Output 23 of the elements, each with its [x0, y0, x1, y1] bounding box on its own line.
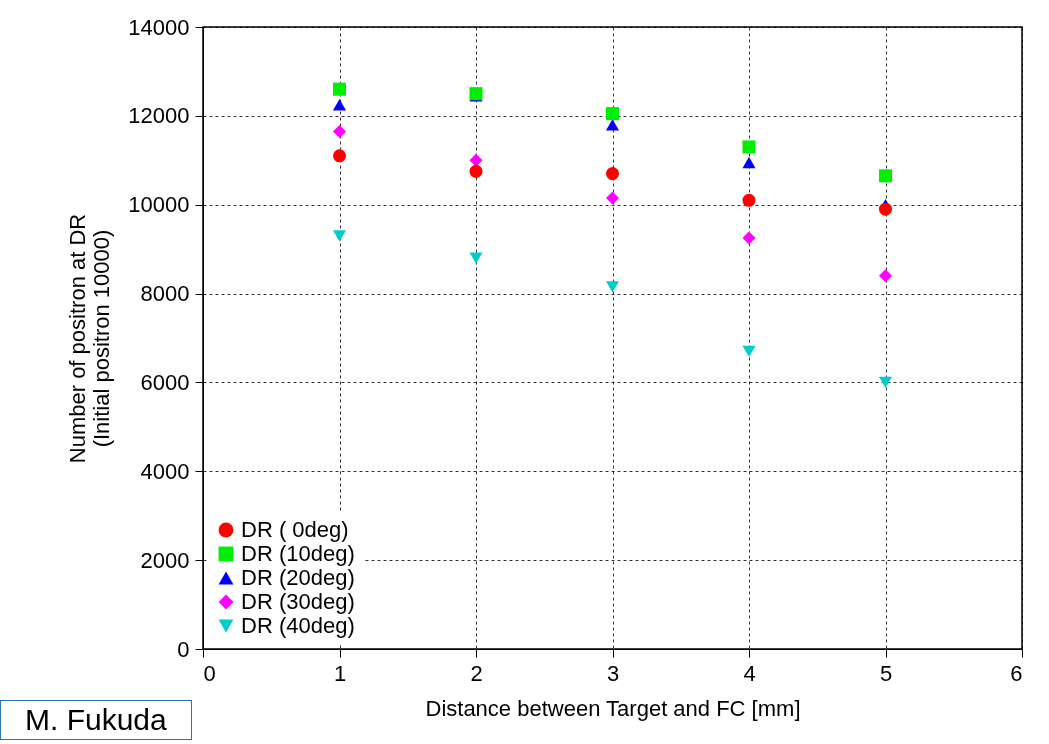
x-tick-label: 0 — [203, 660, 216, 686]
x-tick-label: 6 — [1010, 660, 1023, 686]
y-tick-label: 4000 — [140, 458, 190, 484]
x-tick-label: 4 — [743, 660, 756, 686]
y-tick-label: 10000 — [128, 192, 190, 218]
y-tick-label: 14000 — [128, 14, 190, 40]
legend-label: DR (40deg) — [241, 613, 355, 638]
x-tick-label: 5 — [879, 660, 893, 686]
legend-label: DR (30deg) — [241, 589, 355, 614]
y-tick-label: 0 — [177, 636, 190, 662]
legend-label: DR (10deg) — [241, 541, 355, 566]
y-tick-label: 8000 — [140, 281, 190, 307]
y-tick-label: 2000 — [140, 547, 190, 573]
legend-label: DR (20deg) — [241, 565, 355, 590]
x-tick-label: 3 — [606, 660, 620, 686]
y-tick-label: 12000 — [128, 103, 190, 129]
text: M. Fukuda — [0, 700, 192, 740]
x-axis-title: Distance between Target and FC [mm] — [425, 695, 801, 721]
x-tick-label: 1 — [333, 660, 347, 686]
y-axis-title: Number of positron at DR (Initial positron 10000) — [65, 213, 115, 464]
legend-label: DR ( 0deg) — [241, 517, 349, 542]
x-tick-label: 2 — [470, 660, 483, 686]
y-tick-label: 6000 — [140, 369, 190, 395]
